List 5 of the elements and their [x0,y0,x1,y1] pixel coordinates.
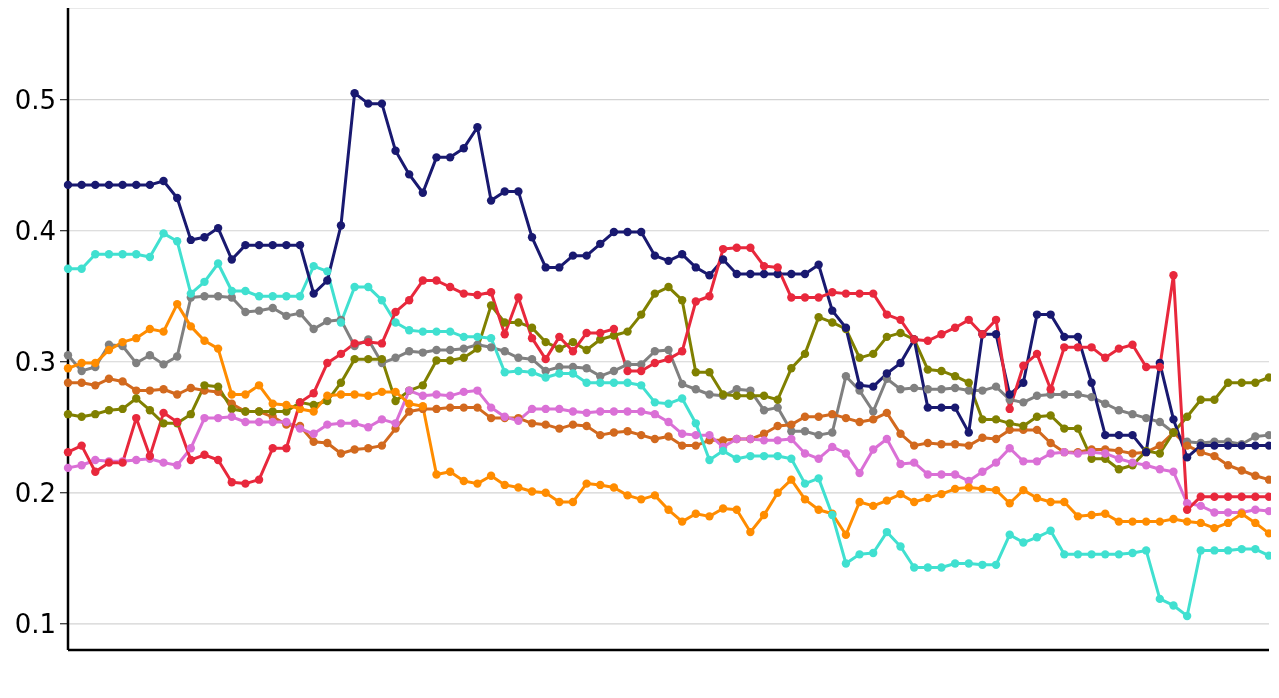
y-tick-label: 0.1 [14,609,56,640]
y-tick-label: 0.2 [14,478,56,509]
y-tick-label: 0.4 [14,215,56,246]
y-tick-label: 0.3 [14,346,56,377]
y-tick-label: 0.5 [14,84,56,115]
